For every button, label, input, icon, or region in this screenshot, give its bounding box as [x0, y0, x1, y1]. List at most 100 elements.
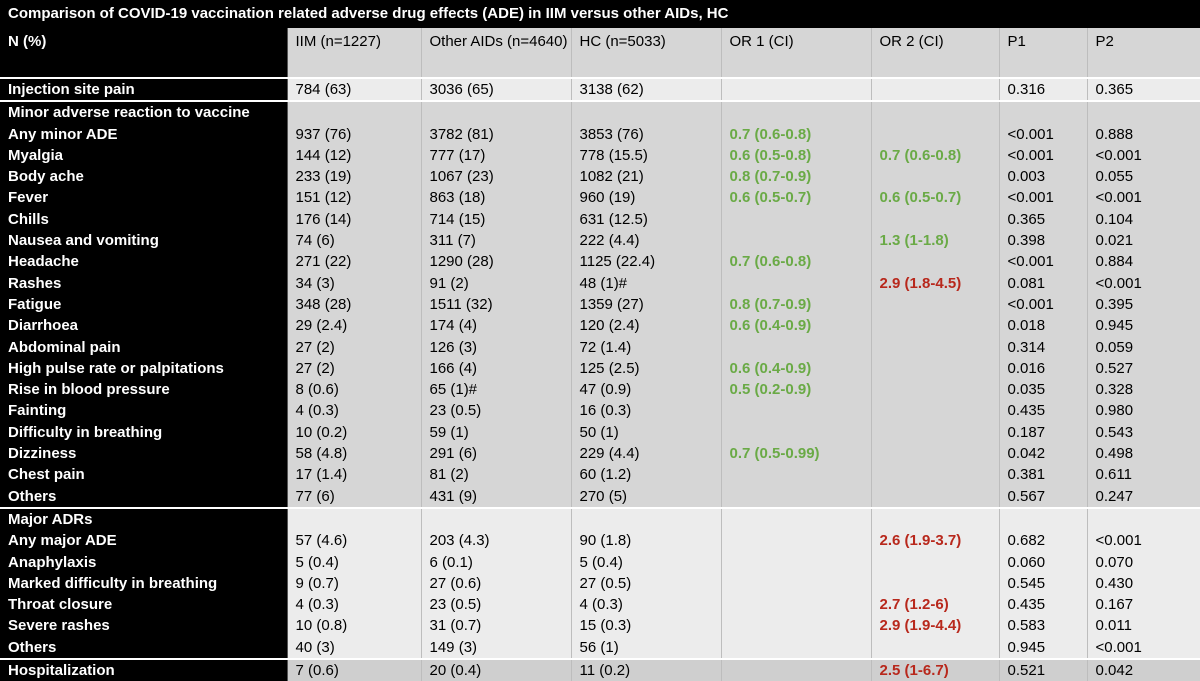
- table-row: Fainting 4 (0.3) 23 (0.5) 16 (0.3) 0.435 0.98…: [0, 400, 1200, 422]
- cell-p1: 0.081: [999, 272, 1088, 294]
- cell-p1: 0.435: [999, 594, 1088, 616]
- cell-iim: 29 (2.4): [287, 315, 422, 337]
- cell-p2: 0.498: [1087, 443, 1200, 465]
- cell-p2: 0.070: [1087, 551, 1200, 573]
- cell-hc: 50 (1): [571, 421, 722, 444]
- cell-iim: 784 (63): [287, 76, 422, 102]
- table-row: Dizziness 58 (4.8) 291 (6) 229 (4.4) 0.7 (0.…: [0, 443, 1200, 465]
- header-other-aids: Other AIDs (n=4640): [421, 28, 572, 78]
- cell-iim: 144 (12): [287, 144, 422, 167]
- cell-or2: [871, 379, 1000, 401]
- table-row: Myalgia 144 (12) 777 (17) 778 (15.5) 0.6 (0.…: [0, 144, 1200, 167]
- cell-or2: 2.9 (1.8-4.5): [871, 272, 1000, 294]
- cell-hc: 15 (0.3): [571, 615, 722, 637]
- cell-or1: [721, 100, 872, 124]
- row-label: Rashes: [0, 272, 288, 294]
- cell-p1: <0.001: [999, 251, 1088, 273]
- cell-iim: 34 (3): [287, 272, 422, 294]
- table-row: Any minor ADE 937 (76) 3782 (81) 3853 (76) 0…: [0, 123, 1200, 145]
- cell-p2: 0.884: [1087, 251, 1200, 273]
- cell-p2: 0.011: [1087, 615, 1200, 637]
- row-label: Others: [0, 636, 288, 660]
- cell-iim: 27 (2): [287, 357, 422, 380]
- cell-p1: <0.001: [999, 187, 1088, 209]
- cell-hc: 778 (15.5): [571, 144, 722, 167]
- cell-or2: [871, 336, 1000, 358]
- cell-or2: [871, 123, 1000, 145]
- cell-p2: 0.104: [1087, 208, 1200, 231]
- row-label: Chills: [0, 208, 288, 231]
- cell-p2: 0.888: [1087, 123, 1200, 145]
- cell-p1: 0.016: [999, 357, 1088, 380]
- cell-iim: 348 (28): [287, 293, 422, 316]
- cell-or2: 2.7 (1.2-6): [871, 594, 1000, 616]
- row-label: Severe rashes: [0, 615, 288, 637]
- cell-p2: 0.059: [1087, 336, 1200, 358]
- cell-p2: 0.167: [1087, 594, 1200, 616]
- table-body: N (%) IIM (n=1227) Other AIDs (n=4640) H…: [0, 28, 1200, 681]
- cell-p1: 0.314: [999, 336, 1088, 358]
- cell-or1: 0.6 (0.5-0.8): [721, 144, 872, 167]
- table-row: Fatigue 348 (28) 1511 (32) 1359 (27) 0.8 (0.…: [0, 293, 1200, 316]
- cell-p2: 0.395: [1087, 293, 1200, 316]
- cell-p1: 0.060: [999, 551, 1088, 573]
- cell-hc: 125 (2.5): [571, 357, 722, 380]
- cell-other-aids: [421, 100, 572, 124]
- cell-other-aids: 149 (3): [421, 636, 572, 660]
- cell-p2: <0.001: [1087, 144, 1200, 167]
- cell-iim: 937 (76): [287, 123, 422, 145]
- cell-or1: 0.6 (0.5-0.7): [721, 187, 872, 209]
- cell-or2: 2.5 (1-6.7): [871, 658, 1000, 681]
- table-row: Minor adverse reaction to vaccine: [0, 100, 1200, 124]
- cell-hc: 72 (1.4): [571, 336, 722, 358]
- table-row: Any major ADE 57 (4.6) 203 (4.3) 90 (1.8) 2.…: [0, 530, 1200, 552]
- cell-or2: 1.3 (1-1.8): [871, 230, 1000, 252]
- cell-p1: 0.435: [999, 400, 1088, 422]
- table-row: Headache 271 (22) 1290 (28) 1125 (22.4) 0.7 …: [0, 251, 1200, 273]
- cell-or2: [871, 208, 1000, 231]
- cell-other-aids: 1067 (23): [421, 166, 572, 188]
- cell-p1: 0.521: [999, 658, 1088, 681]
- cell-or1: [721, 208, 872, 231]
- cell-iim: 5 (0.4): [287, 551, 422, 573]
- cell-other-aids: 166 (4): [421, 357, 572, 380]
- row-label: Rise in blood pressure: [0, 379, 288, 401]
- cell-or2: 2.9 (1.9-4.4): [871, 615, 1000, 637]
- cell-other-aids: 126 (3): [421, 336, 572, 358]
- cell-hc: 1082 (21): [571, 166, 722, 188]
- cell-iim: [287, 100, 422, 124]
- cell-p1: <0.001: [999, 293, 1088, 316]
- cell-other-aids: 6 (0.1): [421, 551, 572, 573]
- row-label: Major ADRs: [0, 506, 288, 531]
- cell-iim: 17 (1.4): [287, 464, 422, 486]
- cell-hc: [571, 506, 722, 531]
- cell-iim: 40 (3): [287, 636, 422, 660]
- cell-other-aids: 27 (0.6): [421, 572, 572, 595]
- cell-or1: [721, 658, 872, 681]
- table-row: Others 40 (3) 149 (3) 56 (1) 0.945 <0.001: [0, 636, 1200, 660]
- cell-hc: 56 (1): [571, 636, 722, 660]
- cell-p2: 0.527: [1087, 357, 1200, 380]
- cell-or1: [721, 506, 872, 531]
- cell-or1: [721, 594, 872, 616]
- cell-or2: [871, 357, 1000, 380]
- cell-other-aids: 174 (4): [421, 315, 572, 337]
- cell-or1: [721, 421, 872, 444]
- header-p1: P1: [999, 28, 1088, 78]
- row-label: Fainting: [0, 400, 288, 422]
- cell-other-aids: [421, 506, 572, 531]
- cell-other-aids: 311 (7): [421, 230, 572, 252]
- cell-p2: 0.980: [1087, 400, 1200, 422]
- cell-p1: 0.398: [999, 230, 1088, 252]
- cell-or1: 0.6 (0.4-0.9): [721, 357, 872, 380]
- cell-hc: 3138 (62): [571, 76, 722, 102]
- header-hc: HC (n=5033): [571, 28, 722, 78]
- cell-p1: 0.018: [999, 315, 1088, 337]
- table-row: Marked difficulty in breathing 9 (0.7) 27 …: [0, 572, 1200, 595]
- cell-iim: 151 (12): [287, 187, 422, 209]
- row-label: Headache: [0, 251, 288, 273]
- cell-or1: [721, 572, 872, 595]
- cell-or1: 0.6 (0.4-0.9): [721, 315, 872, 337]
- cell-p1: [999, 506, 1088, 531]
- cell-other-aids: 23 (0.5): [421, 594, 572, 616]
